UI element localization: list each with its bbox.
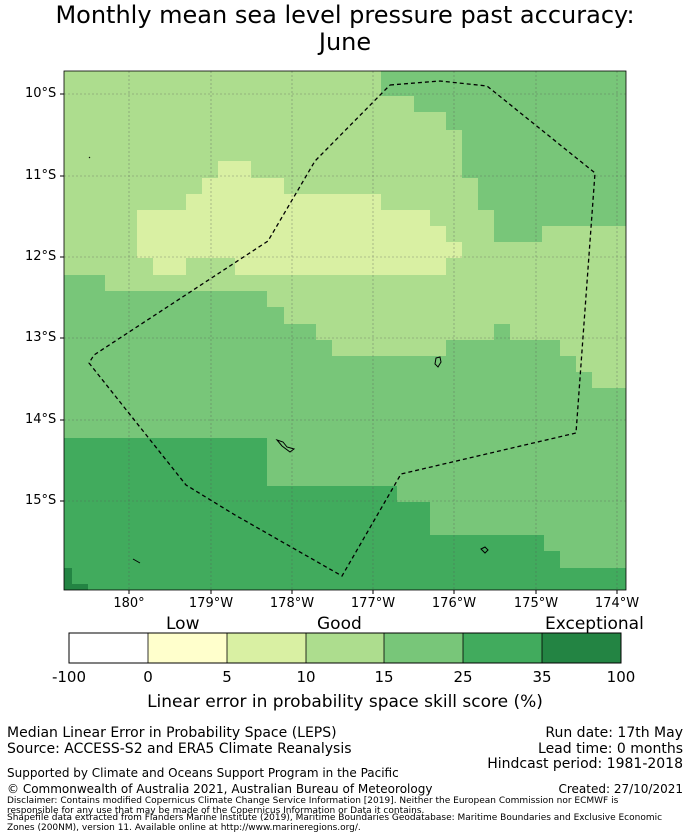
footer-support: Supported by Climate and Oceans Support … (7, 766, 399, 780)
region-skill-15-25-ne (381, 71, 626, 242)
lon-label: 176°W (431, 596, 477, 611)
footer-run-date: Run date: 17th May (545, 725, 683, 741)
lon-label: 177°W (350, 596, 396, 611)
map-subtitle-month: June (318, 28, 372, 56)
footer-disclaimer: Zones (200NM), version 11. Available onl… (7, 823, 361, 833)
footer-metric: Median Linear Error in Probability Space… (7, 725, 337, 741)
footer-disclaimer: Disclaimer: Contains modified Copernicus… (7, 796, 619, 806)
lat-label: 15°S (25, 493, 57, 508)
lat-label: 14°S (25, 412, 57, 427)
region-skill-35-100 (64, 568, 72, 590)
colorbar-swatch-1 (148, 633, 227, 663)
colorbar-tick: 15 (374, 668, 394, 686)
colorbar-swatch-3 (306, 633, 384, 663)
map-title: Monthly mean sea level pressure past acc… (55, 1, 635, 29)
skill-score-map (60, 70, 627, 664)
colorbar-tick: -100 (51, 668, 87, 686)
colorbar-tick: 0 (143, 668, 153, 686)
footer-created: Created: 27/10/2021 (558, 782, 683, 796)
colorbar-tick: 5 (222, 668, 232, 686)
lat-label: 12°S (25, 249, 57, 264)
colorbar-swatch-2 (227, 633, 306, 663)
colorbar-label: Linear error in probability space skill … (147, 692, 543, 712)
colorbar-swatch-0 (69, 633, 148, 663)
lon-label: 174°W (594, 596, 640, 611)
colorbar-category-good: Good (317, 614, 362, 634)
lon-label: 179°W (188, 596, 234, 611)
lon-label: 180° (113, 596, 145, 611)
islands (88, 156, 489, 564)
footer-disclaimer: Shapefile data extracted from Flanders M… (7, 813, 663, 823)
colorbar-tick: 10 (296, 668, 316, 686)
lat-label: 11°S (25, 168, 57, 183)
footer-lead-time: Lead time: 0 months (538, 741, 683, 757)
axis-ticks (60, 93, 618, 594)
colorbar-category-exceptional: Exceptional (545, 614, 644, 634)
footer-hindcast: Hindcast period: 1981-2018 (487, 756, 683, 772)
lon-label: 178°W (269, 596, 315, 611)
colorbar-tick: 35 (532, 668, 552, 686)
eez-boundary (88, 80, 596, 577)
footer-disclaimer: responsible for any use that may be made… (7, 806, 425, 816)
colorbar-swatch-5 (463, 633, 542, 663)
colorbar-tick: 100 (606, 668, 636, 686)
colorbar-swatch-4 (384, 633, 463, 663)
footer-source: Source: ACCESS-S2 and ERA5 Climate Reana… (7, 741, 352, 757)
colorbar-category-low: Low (166, 614, 200, 634)
colorbar (68, 632, 622, 664)
lat-label: 13°S (25, 330, 57, 345)
lon-label: 175°W (513, 596, 559, 611)
region-skill-5-10 (137, 161, 462, 275)
lat-label: 10°S (25, 86, 57, 101)
colorbar-swatch-6 (542, 633, 621, 663)
graticule (64, 71, 626, 590)
colorbar-tick: 25 (453, 668, 473, 686)
footer-copyright: © Commonwealth of Australia 2021, Austra… (7, 782, 433, 796)
